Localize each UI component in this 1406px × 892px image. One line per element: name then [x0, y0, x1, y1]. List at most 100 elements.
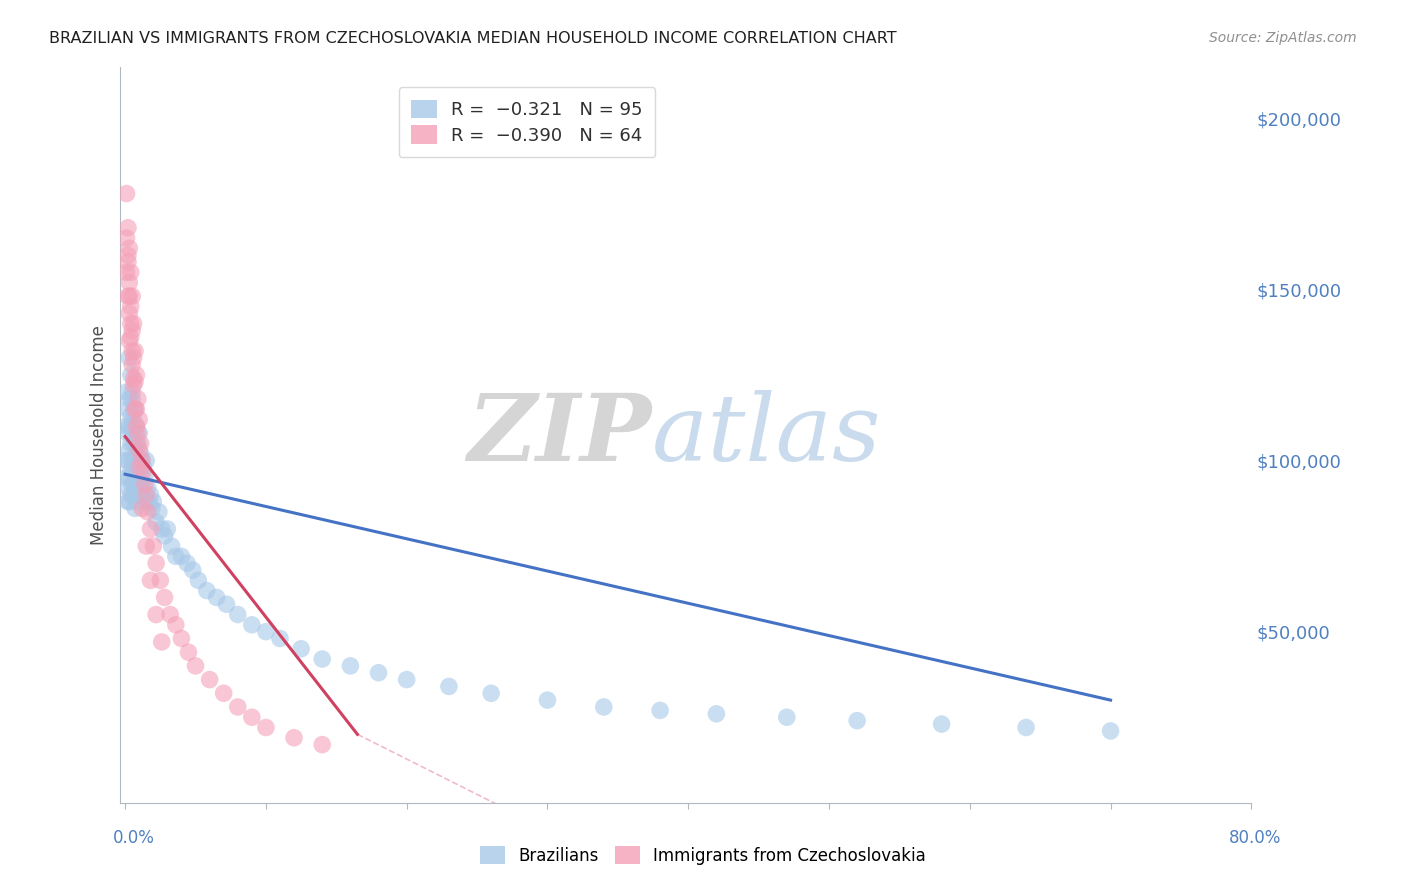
Point	[131, 453, 153, 467]
Point	[138, 494, 160, 508]
Point	[128, 460, 150, 475]
Point	[117, 426, 139, 441]
Point	[124, 375, 146, 389]
Point	[122, 464, 145, 478]
Point	[776, 710, 799, 724]
Point	[339, 659, 361, 673]
Point	[121, 477, 143, 491]
Point	[124, 426, 146, 441]
Point	[135, 488, 157, 502]
Point	[122, 371, 145, 385]
Point	[706, 706, 728, 721]
Point	[125, 436, 148, 450]
Point	[118, 241, 141, 255]
Text: BRAZILIAN VS IMMIGRANTS FROM CZECHOSLOVAKIA MEDIAN HOUSEHOLD INCOME CORRELATION : BRAZILIAN VS IMMIGRANTS FROM CZECHOSLOVA…	[49, 31, 897, 46]
Point	[115, 470, 138, 484]
Point	[115, 419, 138, 434]
Point	[135, 494, 157, 508]
Point	[115, 265, 138, 279]
Point	[117, 289, 139, 303]
Point	[240, 710, 263, 724]
Point	[127, 488, 149, 502]
Point	[117, 255, 139, 269]
Point	[122, 317, 145, 331]
Point	[115, 385, 138, 400]
Point	[129, 436, 152, 450]
Point	[254, 721, 277, 735]
Point	[124, 402, 146, 417]
Point	[215, 597, 238, 611]
Point	[131, 501, 153, 516]
Point	[120, 330, 142, 344]
Point	[122, 378, 145, 392]
Point	[120, 300, 142, 314]
Point	[128, 477, 150, 491]
Point	[367, 665, 389, 680]
Point	[135, 453, 157, 467]
Point	[128, 443, 150, 458]
Point	[195, 583, 218, 598]
Point	[117, 248, 139, 262]
Point	[121, 419, 143, 434]
Point	[121, 289, 143, 303]
Point	[1099, 723, 1122, 738]
Point	[120, 409, 142, 423]
Point	[118, 276, 141, 290]
Point	[149, 574, 172, 588]
Point	[117, 481, 139, 495]
Point	[226, 607, 249, 622]
Point	[115, 186, 138, 201]
Point	[176, 556, 198, 570]
Point	[290, 641, 312, 656]
Point	[184, 659, 207, 673]
Point	[128, 426, 150, 441]
Point	[125, 402, 148, 417]
Point	[153, 591, 176, 605]
Point	[124, 477, 146, 491]
Point	[148, 505, 170, 519]
Point	[122, 436, 145, 450]
Point	[592, 700, 614, 714]
Point	[120, 368, 142, 382]
Point	[118, 306, 141, 320]
Point	[124, 501, 146, 516]
Point	[117, 453, 139, 467]
Point	[153, 529, 176, 543]
Point	[120, 265, 142, 279]
Point	[127, 426, 149, 441]
Point	[437, 680, 460, 694]
Point	[177, 645, 200, 659]
Point	[121, 358, 143, 372]
Point	[118, 443, 141, 458]
Point	[1015, 721, 1038, 735]
Point	[311, 738, 333, 752]
Point	[156, 522, 179, 536]
Point	[283, 731, 305, 745]
Point	[120, 436, 142, 450]
Point	[121, 392, 143, 406]
Point	[226, 700, 249, 714]
Point	[118, 470, 141, 484]
Point	[536, 693, 558, 707]
Point	[122, 402, 145, 417]
Point	[846, 714, 869, 728]
Point	[132, 460, 155, 475]
Point	[127, 392, 149, 406]
Point	[128, 412, 150, 426]
Point	[125, 419, 148, 434]
Point	[136, 481, 159, 495]
Point	[145, 515, 167, 529]
Point	[145, 556, 167, 570]
Point	[648, 703, 671, 717]
Point	[118, 351, 141, 365]
Point	[142, 539, 165, 553]
Point	[121, 453, 143, 467]
Point	[145, 607, 167, 622]
Point	[128, 453, 150, 467]
Point	[129, 447, 152, 461]
Point	[120, 488, 142, 502]
Text: 0.0%: 0.0%	[112, 829, 155, 847]
Point	[117, 220, 139, 235]
Point	[122, 488, 145, 502]
Point	[135, 539, 157, 553]
